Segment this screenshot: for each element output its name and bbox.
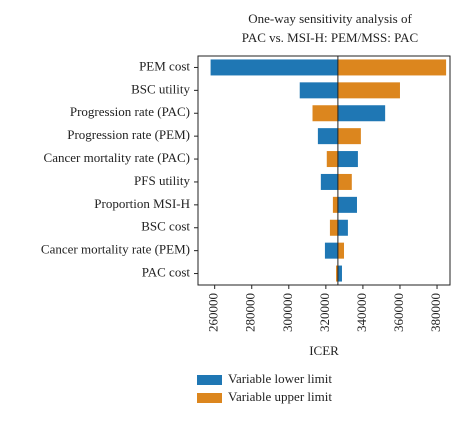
legend-swatch: [197, 393, 222, 403]
y-tick-label: Cancer mortality rate (PAC): [44, 150, 190, 165]
legend-label: Variable lower limit: [228, 371, 332, 386]
bar: [326, 151, 338, 168]
bar: [329, 219, 338, 236]
bar: [299, 82, 338, 99]
y-tick-label: BSC cost: [141, 219, 190, 234]
bar: [337, 196, 357, 213]
bar: [317, 128, 338, 145]
y-tick-label: Progression rate (PEM): [67, 127, 190, 142]
bar: [337, 82, 400, 99]
y-tick-label: BSC utility: [131, 81, 190, 96]
bar: [337, 128, 361, 145]
x-tick-label: 260000: [206, 293, 221, 332]
x-tick-label: 320000: [317, 293, 332, 332]
legend-label: Variable upper limit: [228, 389, 332, 404]
x-tick-label: 280000: [243, 293, 258, 332]
y-tick-label: PEM cost: [139, 58, 190, 73]
plot-frame: [197, 55, 451, 286]
chart-title: PAC vs. MSI-H: PEM/MSS: PAC: [242, 30, 418, 45]
y-tick-label: Proportion MSI-H: [94, 196, 190, 211]
y-tick-label: PFS utility: [134, 173, 190, 188]
bar: [324, 242, 338, 259]
y-tick-label: Cancer mortality rate (PEM): [41, 242, 190, 257]
bar: [332, 196, 338, 213]
bar: [337, 219, 348, 236]
bar: [337, 265, 342, 282]
bar: [337, 105, 386, 122]
bar: [210, 59, 338, 76]
y-tick-label: Progression rate (PAC): [70, 104, 190, 119]
y-tick-label: PAC cost: [142, 265, 191, 280]
bar: [320, 173, 338, 190]
bar: [312, 105, 338, 122]
bar: [337, 151, 358, 168]
x-tick-label: 340000: [354, 293, 369, 332]
x-tick-label: 380000: [428, 293, 443, 332]
x-axis-label: ICER: [309, 343, 339, 358]
bar: [337, 59, 447, 76]
chart-title: One-way sensitivity analysis of: [248, 11, 412, 26]
x-tick-label: 300000: [280, 293, 295, 332]
legend-swatch: [197, 375, 222, 385]
x-tick-label: 360000: [391, 293, 406, 332]
bar: [337, 242, 345, 259]
bar: [336, 265, 338, 282]
bar: [337, 173, 352, 190]
